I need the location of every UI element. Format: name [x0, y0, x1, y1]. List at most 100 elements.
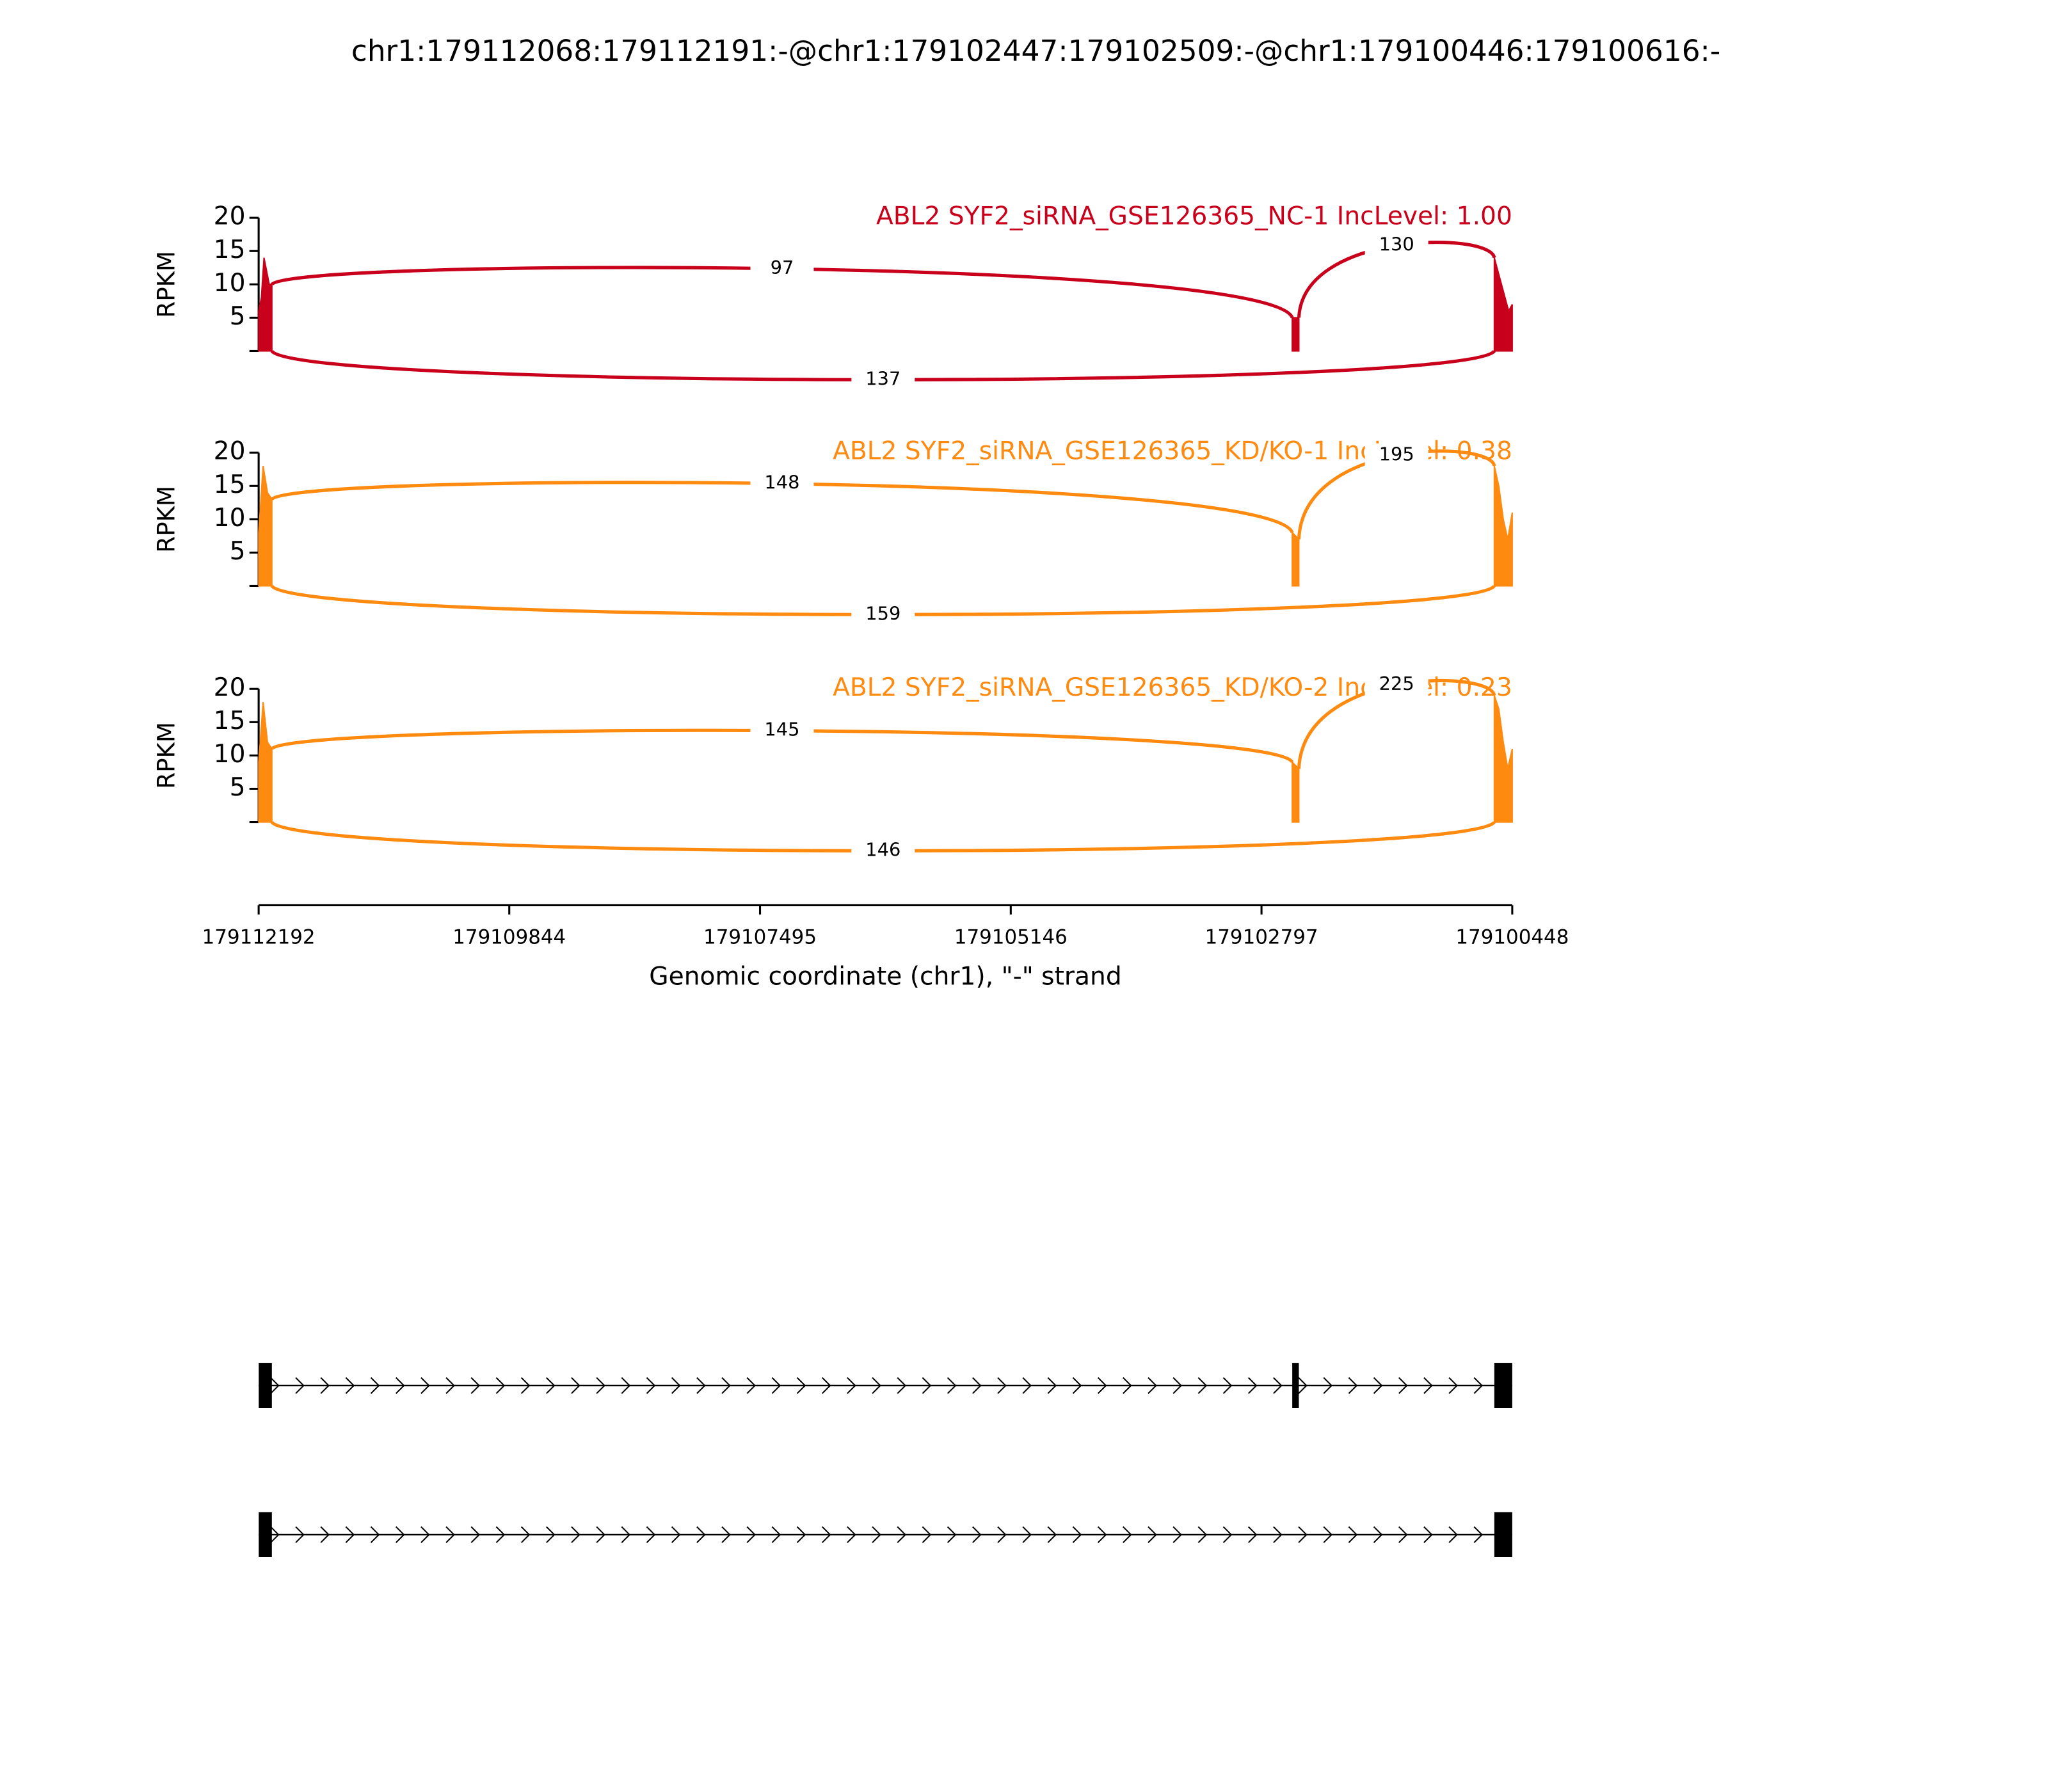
junction-label-bg	[750, 472, 814, 496]
x-tick-label: 179109844	[452, 925, 566, 948]
exon	[1494, 1363, 1512, 1408]
strand-chevron	[1123, 1377, 1132, 1395]
strand-chevron	[621, 1377, 631, 1395]
strand-chevron	[1222, 1377, 1233, 1395]
x-tick-label: 179105146	[954, 925, 1068, 948]
strand-chevron	[445, 1526, 455, 1544]
strand-chevron	[520, 1377, 531, 1395]
strand-chevron	[847, 1377, 856, 1395]
coverage	[1292, 531, 1300, 587]
junction-label-bg	[1364, 673, 1428, 697]
strand-chevron	[546, 1377, 556, 1395]
strand-chevron	[947, 1377, 957, 1395]
strand-chevron	[646, 1377, 656, 1395]
strand-chevron	[1022, 1377, 1032, 1395]
strand-chevron	[571, 1377, 580, 1395]
strand-chevron	[1448, 1526, 1458, 1544]
junction-label-bg	[1364, 233, 1428, 258]
junction-label-bg	[851, 838, 915, 863]
exon	[1292, 1363, 1299, 1408]
x-tick-label: 179107495	[703, 925, 817, 948]
panel-title: ABL2 SYF2_siRNA_GSE126365_NC-1 IncLevel:…	[876, 202, 1512, 231]
coverage	[1292, 760, 1300, 823]
x-tick-label: 179112192	[202, 925, 316, 948]
strand-chevron	[997, 1377, 1007, 1395]
strand-chevron	[821, 1377, 831, 1395]
strand-chevron	[1047, 1526, 1057, 1544]
strand-chevron	[972, 1526, 982, 1544]
strand-chevron	[671, 1377, 681, 1395]
strand-chevron	[972, 1377, 982, 1395]
strand-chevron	[1072, 1526, 1082, 1544]
coverage	[1493, 695, 1513, 823]
strand-chevron	[1373, 1377, 1383, 1395]
strand-chevron	[295, 1377, 305, 1395]
strand-chevron	[320, 1377, 330, 1395]
strand-chevron	[1123, 1526, 1132, 1544]
junction-label: 137	[865, 367, 900, 389]
strand-chevron	[1172, 1377, 1182, 1395]
y-tick-label: 15	[214, 707, 246, 735]
strand-chevron	[1022, 1526, 1032, 1544]
strand-chevron	[922, 1526, 932, 1544]
strand-chevron	[1273, 1377, 1283, 1395]
y-tick-label: 10	[214, 269, 246, 298]
junction-label: 130	[1379, 233, 1414, 255]
strand-chevron	[1247, 1377, 1258, 1395]
strand-chevron	[1273, 1526, 1283, 1544]
strand-chevron	[1247, 1526, 1258, 1544]
junction-label: 145	[764, 719, 799, 740]
strand-chevron	[571, 1526, 580, 1544]
coverage	[1493, 465, 1513, 587]
strand-chevron	[1323, 1526, 1333, 1544]
strand-chevron	[771, 1377, 781, 1395]
strand-chevron	[270, 1377, 280, 1395]
strand-chevron	[771, 1526, 781, 1544]
strand-chevron	[922, 1377, 932, 1395]
strand-chevron	[1398, 1377, 1408, 1395]
strand-chevron	[596, 1377, 605, 1395]
strand-chevron	[345, 1377, 355, 1395]
exon	[1494, 1512, 1512, 1557]
coverage	[258, 257, 273, 352]
figure-title: chr1:179112068:179112191:-@chr1:17910244…	[351, 34, 1720, 68]
y-tick-label: 15	[214, 236, 246, 264]
y-tick-label: 10	[214, 504, 246, 532]
x-axis-label: Genomic coordinate (chr1), "-" strand	[649, 962, 1121, 991]
junction-label: 195	[1379, 443, 1414, 465]
y-tick-label: 5	[230, 302, 246, 331]
junction-label: 148	[764, 472, 799, 493]
strand-chevron	[1097, 1377, 1107, 1395]
y-tick-label: 15	[214, 470, 246, 499]
strand-chevron	[1172, 1526, 1182, 1544]
strand-chevron	[1148, 1526, 1157, 1544]
strand-chevron	[420, 1377, 430, 1395]
strand-chevron	[897, 1526, 907, 1544]
junction-label-bg	[750, 257, 814, 281]
y-tick-label: 10	[214, 740, 246, 769]
strand-chevron	[445, 1377, 455, 1395]
y-axis-label: RPKM	[152, 722, 180, 789]
strand-chevron	[746, 1526, 756, 1544]
strand-chevron	[495, 1377, 506, 1395]
y-tick-label: 20	[214, 437, 246, 466]
coverage	[1493, 257, 1513, 352]
strand-chevron	[370, 1526, 380, 1544]
strand-chevron	[1373, 1526, 1383, 1544]
strand-chevron	[897, 1377, 907, 1395]
strand-chevron	[520, 1526, 531, 1544]
junction-label-bg	[1364, 443, 1428, 467]
strand-chevron	[696, 1526, 706, 1544]
strand-chevron	[470, 1526, 481, 1544]
junction-label-bg	[750, 719, 814, 743]
strand-chevron	[1473, 1526, 1484, 1544]
strand-chevron	[696, 1377, 706, 1395]
strand-chevron	[295, 1526, 305, 1544]
strand-chevron	[1197, 1377, 1208, 1395]
strand-chevron	[721, 1377, 731, 1395]
coverage	[1292, 317, 1300, 352]
y-axis-label: RPKM	[152, 251, 180, 318]
strand-chevron	[746, 1377, 756, 1395]
strand-chevron	[1323, 1377, 1333, 1395]
